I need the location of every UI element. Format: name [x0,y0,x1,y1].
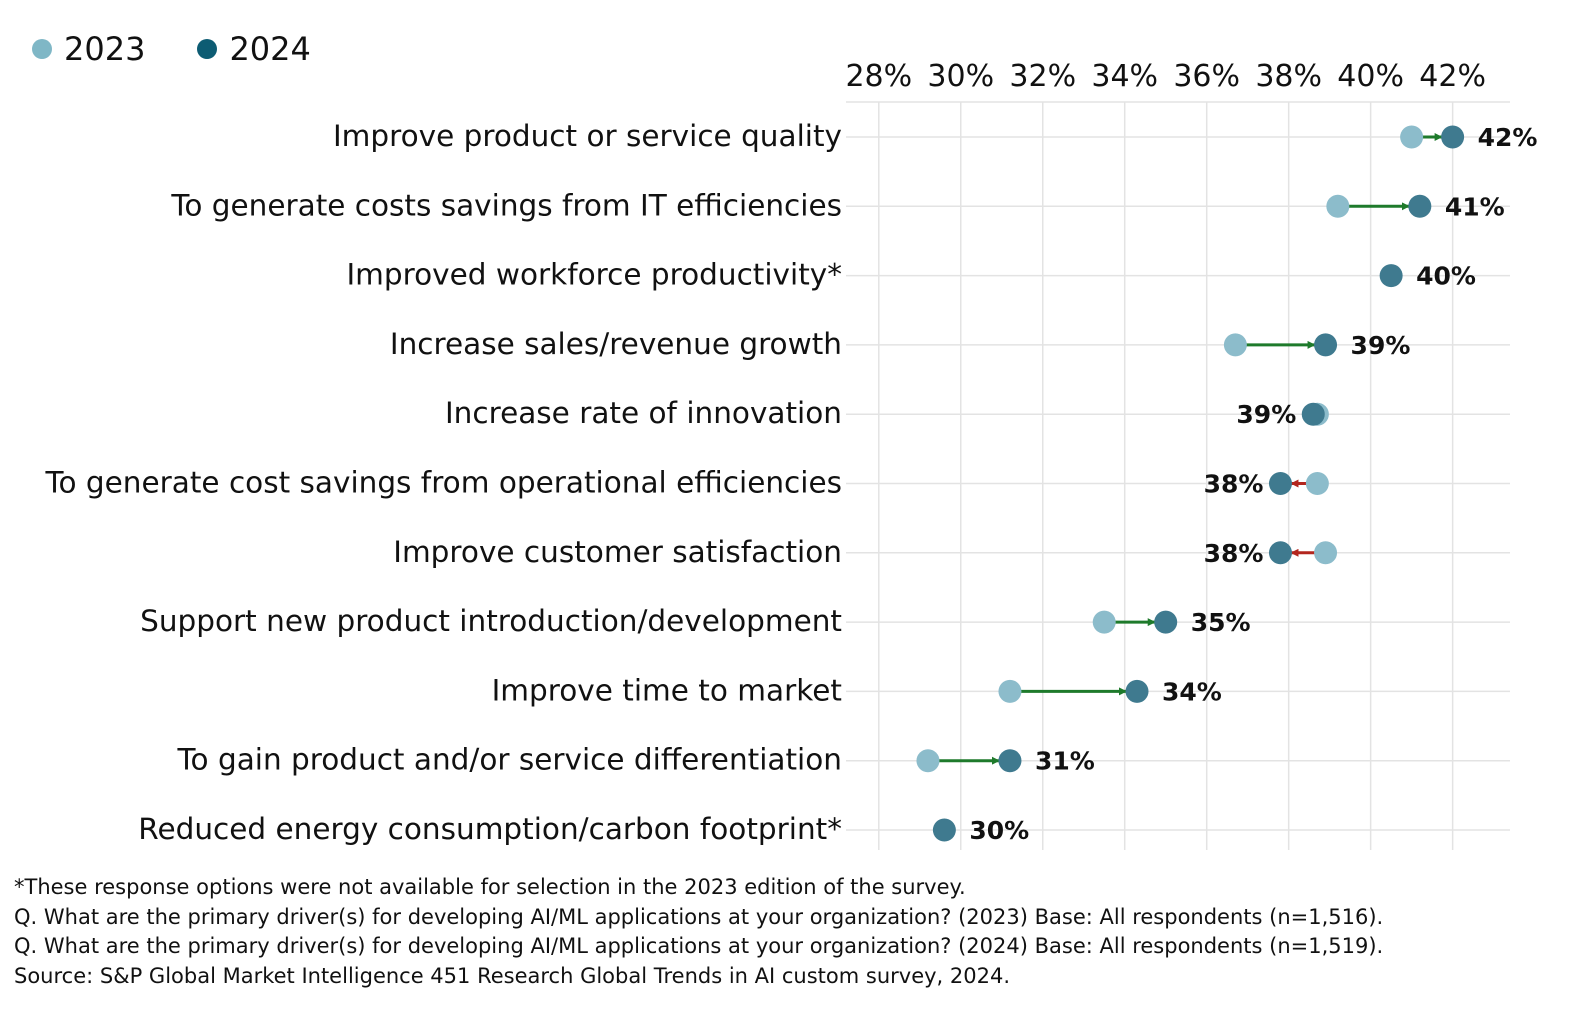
category-labels: Improve product or service quality To gen… [45,119,843,846]
dumbbell-row: 41% [1326,192,1505,221]
legend-label-2023: 2023 [64,30,146,68]
dot-2023 [1305,472,1329,495]
dot-2024 [1268,472,1292,495]
category-label: Improved workforce productivity* [346,258,842,292]
legend-item-2023: 2023 [32,30,145,68]
footnote-question-2024: Q. What are the primary driver(s) for de… [14,934,1384,958]
x-tick-label: 38% [1255,59,1322,94]
dumbbell-row: 38% [1204,470,1329,499]
category-label: To generate cost savings from operationa… [45,466,843,500]
data-label: 42% [1478,123,1538,152]
data-label: 38% [1204,470,1264,499]
dot-2023 [1326,194,1350,218]
dot-2024 [1408,194,1432,218]
category-label: Improve time to market [492,673,842,707]
dot-2024 [1314,333,1338,357]
data-label: 30% [969,816,1029,845]
data-label: 34% [1162,677,1222,706]
dot-2024 [1301,402,1325,426]
dot-2023 [1092,610,1116,634]
x-tick-label: 28% [845,59,912,94]
dumbbell-chart: 28% 30% 32% 34% 36% 38% 40% 42% Improve product… [45,59,1537,850]
data-label: 41% [1445,192,1505,221]
dumbbell-row: 35% [1092,608,1251,637]
data-label: 39% [1351,331,1411,360]
dot-2024 [998,749,1022,773]
category-label: To generate costs savings from IT effici… [170,188,842,222]
dot-2023 [998,679,1022,703]
category-label: Increase rate of innovation [445,396,842,430]
dot-2024 [1379,264,1403,288]
dumbbell-row: 34% [998,677,1222,706]
dumbbell-row: 39% [1236,400,1329,429]
legend-dot-2024-icon [197,39,218,59]
x-tick-labels: 28% 30% 32% 34% 36% 38% 40% 42% [845,59,1486,94]
footnote-source: Source: S&P Global Market Intelligence 4… [14,963,1011,988]
category-label: Reduced energy consumption/carbon footpr… [138,812,842,846]
grid-layer [846,101,1510,850]
x-tick-label: 36% [1173,59,1240,94]
data-label: 31% [1035,747,1095,776]
dumbbell-row: 39% [1223,331,1411,360]
footnotes: *These response options were not availab… [14,873,1383,991]
x-tick-label: 34% [1091,59,1158,94]
x-tick-label: 30% [927,59,994,94]
dot-2023 [1400,125,1424,149]
data-label: 39% [1236,400,1296,429]
dot-2024 [932,818,956,842]
dot-2024 [1268,541,1292,565]
x-tick-label: 32% [1009,59,1076,94]
dot-2024 [1125,679,1149,703]
footnote-availability: *These response options were not availab… [14,875,966,899]
dot-2024 [1441,125,1465,149]
x-tick-label: 40% [1337,59,1404,94]
category-label: Improve customer satisfaction [393,535,842,569]
data-label: 35% [1191,608,1251,637]
legend: 2023 2024 [32,30,363,68]
dumbbell-row: 30% [932,816,1029,845]
category-label: Improve product or service quality [333,119,842,153]
dumbbell-row: 38% [1204,539,1338,568]
footnote-question-2023: Q. What are the primary driver(s) for de… [14,904,1384,929]
legend-label-2024: 2024 [229,30,311,68]
category-label: To gain product and/or service different… [177,743,842,777]
dot-2023 [916,749,940,773]
legend-dot-2023-icon [32,39,52,59]
dumbbell-row: 42% [1400,123,1537,152]
data-label: 40% [1416,262,1476,291]
dumbbell-row: 40% [1379,262,1476,291]
x-tick-label: 42% [1419,59,1486,94]
category-label: Support new product introduction/develop… [140,604,842,638]
category-label: Increase sales/revenue growth [390,327,842,361]
dot-2023 [1223,333,1247,357]
dot-2024 [1154,610,1178,634]
data-label: 38% [1204,539,1264,568]
dumbbell-row: 31% [916,747,1095,776]
data-marks: 42% 41% 40% 39% 39% 38% 38% 35% 34% 31% 30% [916,123,1537,845]
dot-2023 [1314,541,1338,565]
legend-item-2024: 2024 [197,30,311,68]
